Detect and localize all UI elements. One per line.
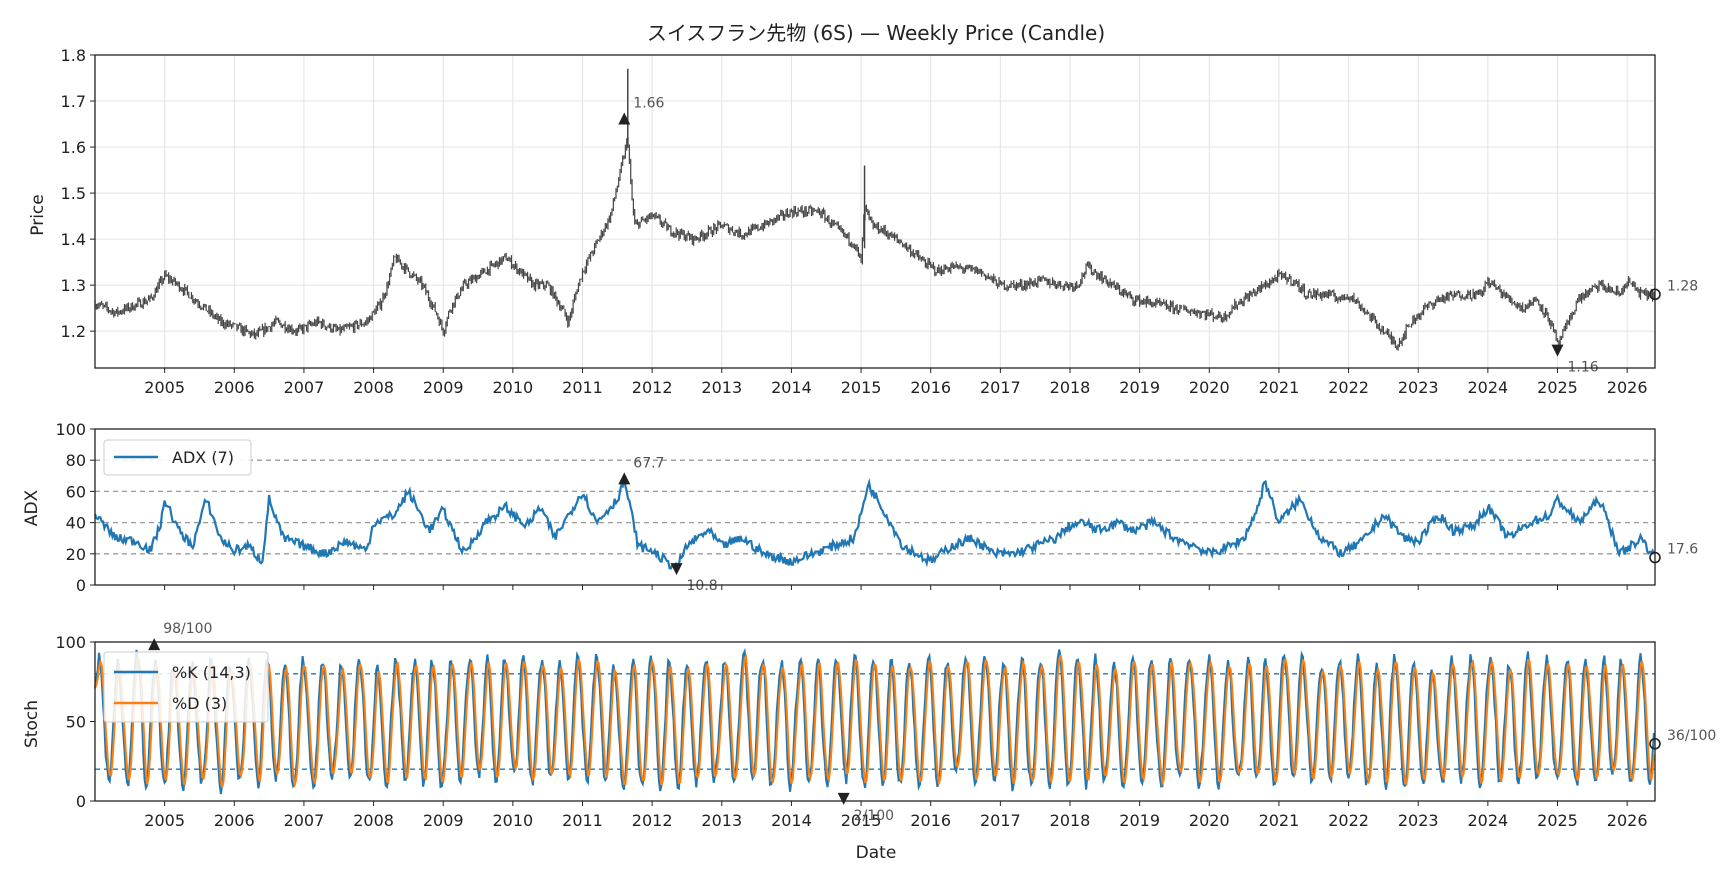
y-tick-label: 100	[55, 420, 86, 439]
x-tick-label: 2013	[701, 378, 742, 397]
y-tick-label: 1.2	[61, 322, 86, 341]
last-annotation: 17.6	[1667, 542, 1698, 558]
x-tick-label: 2025	[1537, 378, 1578, 397]
x-tick-label: 2023	[1398, 378, 1439, 397]
stoch-y-label: Stoch	[22, 700, 42, 748]
chart-title: スイスフラン先物 (6S) — Weekly Price (Candle)	[647, 21, 1105, 45]
price-panel: 2005 2006 2007 2008 2009 2010 2011 2012 2013 2014…	[61, 46, 1699, 397]
x-tick-label: 2011	[562, 378, 603, 397]
x-tick-label: 2019	[1119, 378, 1160, 397]
plot-frame	[94, 54, 1656, 369]
x-tick-label: 2018	[1050, 378, 1091, 397]
stoch-panel: 2005 2006 2007 2008 2009 2010 2011 2012 2013 2014…	[55, 621, 1716, 830]
x-tick-label: 2024	[1467, 378, 1508, 397]
y-tick-label: 20	[66, 545, 86, 564]
min-marker	[670, 563, 683, 576]
max-marker	[618, 112, 631, 125]
x-tick-label: 2025	[1537, 811, 1578, 830]
x-tick-label: 2016	[910, 378, 951, 397]
x-tick-label: 2013	[701, 811, 742, 830]
y-tick-label: 100	[55, 633, 86, 652]
x-tick-label: 2009	[423, 811, 464, 830]
y-tick-label: 1.3	[61, 276, 86, 295]
x-tick-label: 2026	[1607, 378, 1648, 397]
x-tick-label: 2008	[353, 378, 394, 397]
y-tick-label: 1.5	[61, 184, 86, 203]
x-tick-label: 2020	[1189, 811, 1230, 830]
x-tick-label: 2012	[632, 811, 673, 830]
y-tick-label: 1.7	[61, 92, 86, 111]
adx-line	[93, 475, 1655, 572]
x-tick-label: 2022	[1328, 811, 1369, 830]
max-annotation: 1.66	[633, 95, 664, 111]
x-tick-label: 2019	[1119, 811, 1160, 830]
max-marker	[148, 638, 161, 651]
x-tick-label: 2017	[980, 378, 1021, 397]
x-tick-label: 2009	[423, 378, 464, 397]
adx-legend: ADX (7)	[103, 439, 252, 476]
x-tick-label: 2014	[771, 811, 812, 830]
y-tick-label: 60	[66, 482, 86, 501]
last-annotation: 1.28	[1667, 278, 1698, 294]
y-tick-label: 0	[76, 792, 86, 811]
min-marker	[1551, 344, 1564, 357]
x-tick-label: 2006	[214, 378, 255, 397]
max-annotation: 98/100	[163, 621, 212, 637]
x-tick-label: 2007	[284, 811, 325, 830]
x-tick-label: 2020	[1189, 378, 1230, 397]
plot-frame	[94, 641, 1656, 802]
x-tick-label: 2018	[1050, 811, 1091, 830]
adx-y-label: ADX	[22, 489, 42, 526]
x-tick-label: 2005	[144, 378, 185, 397]
legend-label-d: %D (3)	[172, 694, 227, 713]
x-tick-label: 2011	[562, 811, 603, 830]
x-tick-label: 2021	[1259, 811, 1300, 830]
x-tick-label: 2007	[284, 378, 325, 397]
y-tick-label: 80	[66, 451, 86, 470]
stoch-legend: %K (14,3) %D (3)	[103, 651, 269, 723]
legend-label-k: %K (14,3)	[172, 663, 251, 682]
x-tick-label: 2014	[771, 378, 812, 397]
x-tick-label: 2024	[1467, 811, 1508, 830]
x-tick-label: 2008	[353, 811, 394, 830]
max-annotation: 67.7	[633, 455, 664, 471]
max-marker	[618, 472, 631, 485]
x-tick-label: 2016	[910, 811, 951, 830]
min-annotation: 10.8	[687, 578, 718, 594]
adx-panel: 0 20 40 60 80 100 67.7 10.8 17.6	[55, 420, 1698, 595]
x-tick-label: 2015	[841, 811, 882, 830]
min-annotation: 2/100	[854, 808, 894, 824]
y-tick-label: 1.6	[61, 138, 86, 157]
x-tick-label: 2017	[980, 811, 1021, 830]
y-tick-label: 0	[76, 576, 86, 595]
price-y-label: Price	[28, 194, 48, 235]
x-tick-label: 2010	[492, 378, 533, 397]
x-tick-label: 2006	[214, 811, 255, 830]
legend-label-adx: ADX (7)	[172, 448, 234, 467]
x-tick-label: 2021	[1259, 378, 1300, 397]
x-tick-label: 2010	[492, 811, 533, 830]
y-tick-label: 40	[66, 514, 86, 533]
y-tick-label: 1.4	[61, 230, 86, 249]
x-tick-label: 2026	[1607, 811, 1648, 830]
min-marker	[837, 792, 850, 805]
x-tick-label: 2023	[1398, 811, 1439, 830]
x-tick-label: 2022	[1328, 378, 1369, 397]
x-tick-label: 2015	[841, 378, 882, 397]
x-axis-label: Date	[856, 843, 897, 863]
y-tick-label: 50	[66, 713, 86, 732]
last-annotation: 36/100	[1667, 728, 1716, 744]
x-tick-label: 2005	[144, 811, 185, 830]
stoch-d-line	[94, 653, 1655, 788]
plot-frame	[94, 428, 1656, 586]
y-tick-label: 1.8	[61, 46, 86, 65]
candles	[94, 68, 1655, 351]
x-tick-label: 2012	[632, 378, 673, 397]
